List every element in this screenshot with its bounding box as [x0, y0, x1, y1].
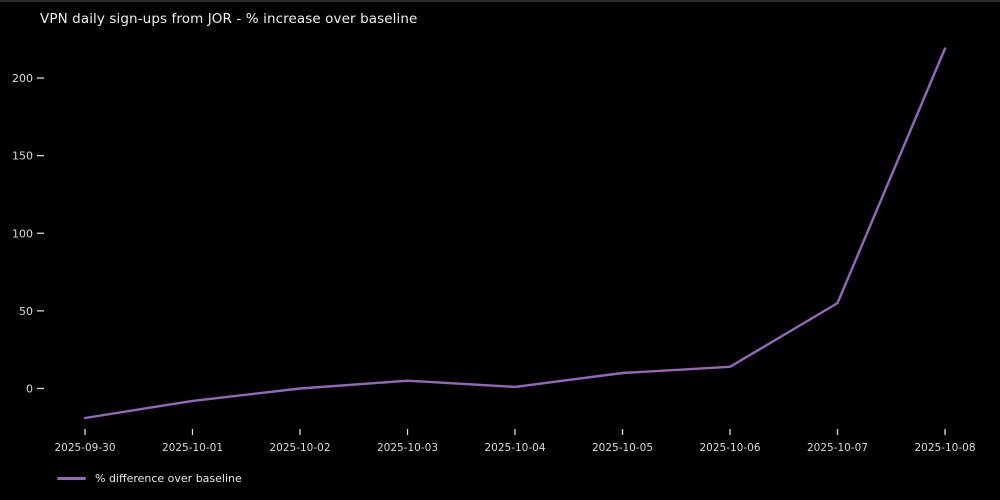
x-axis-tick-label: 2025-10-03	[377, 442, 438, 454]
chart-title: VPN daily sign-ups from JOR - % increase…	[40, 11, 418, 27]
y-axis-tick-label: 150	[12, 150, 33, 163]
x-axis-tick-label: 2025-10-07	[807, 442, 868, 454]
window-top-edge	[0, 0, 1000, 2]
legend-label: % difference over baseline	[95, 472, 242, 485]
x-axis-tick-label: 2025-10-06	[699, 442, 760, 454]
chart-legend: % difference over baseline	[57, 472, 242, 485]
x-axis-tick-label: 2025-10-04	[484, 442, 545, 454]
legend-line-swatch	[57, 477, 86, 480]
x-axis-tick-label: 2025-10-02	[269, 442, 330, 454]
x-axis-tick-label: 2025-09-30	[54, 442, 115, 454]
y-axis-tick-label: 100	[12, 227, 33, 240]
x-axis-tick-label: 2025-10-05	[592, 442, 653, 454]
y-axis-tick-label: 200	[12, 72, 33, 85]
y-axis-tick-label: 50	[19, 305, 33, 318]
series-line--difference-over-baseline	[83, 47, 947, 420]
y-axis-tick-label: 0	[26, 383, 33, 396]
x-axis-tick-label: 2025-10-01	[162, 442, 223, 454]
x-axis-tick-label: 2025-10-08	[914, 442, 975, 454]
